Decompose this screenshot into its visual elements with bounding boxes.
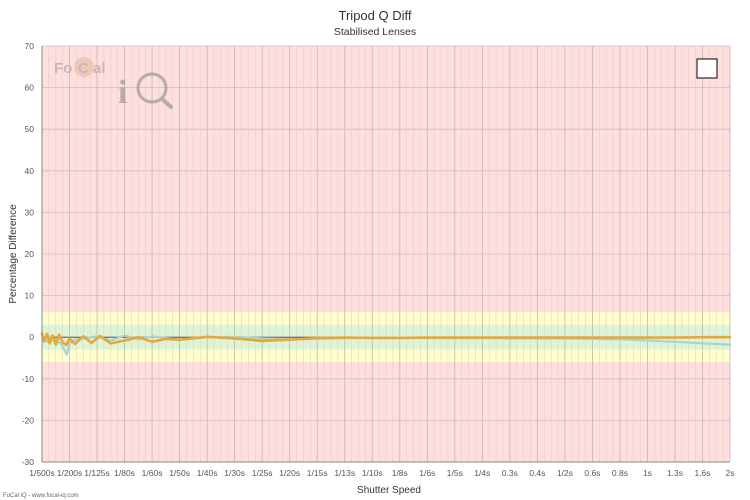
logo-wordmark: Fo [54, 60, 72, 77]
x-tick-label: 1/13s [334, 468, 355, 478]
y-tick-label: -30 [22, 457, 35, 467]
x-tick-label: 1s [643, 468, 652, 478]
x-tick-label: 1/2s [557, 468, 573, 478]
x-tick-label: 1/5s [447, 468, 463, 478]
logo-wordmark-al: al [93, 60, 106, 77]
logo-i: i [118, 74, 127, 111]
y-tick-label: 20 [25, 249, 35, 259]
x-tick-label: 0.3s [502, 468, 518, 478]
x-axis-label: Shutter Speed [357, 485, 421, 496]
x-tick-label: 1/50s [169, 468, 190, 478]
x-tick-label: 1/125s [84, 468, 110, 478]
logo-wordmark-c: C [78, 60, 89, 77]
magnifier-icon [136, 72, 168, 104]
x-tick-label: 1/40s [197, 468, 218, 478]
x-tick-label: 1/60s [142, 468, 163, 478]
y-tick-labels: -30 -20 -10 0 10 20 30 40 50 60 70 [22, 41, 35, 467]
x-tick-label: 0.6s [584, 468, 600, 478]
y-tick-label: 30 [25, 207, 35, 217]
legend-box[interactable] [696, 58, 718, 79]
axes [41, 46, 730, 463]
y-tick-label: 40 [25, 166, 35, 176]
x-tick-label: 1/25s [252, 468, 273, 478]
chart-subtitle: Stabilised Lenses [334, 26, 416, 38]
x-tick-label: 1/80s [114, 468, 135, 478]
x-tick-labels: 1/500s 1/200s 1/125s 1/80s 1/60s 1/50s 1/40s 1/… [29, 468, 734, 478]
series-lines [40, 332, 732, 356]
x-tick-label: 1.3s [667, 468, 683, 478]
x-tick-label: 1/4s [474, 468, 490, 478]
y-tick-label: 0 [29, 332, 34, 342]
y-tick-label: 50 [25, 124, 35, 134]
y-tick-label: 10 [25, 291, 35, 301]
gridlines [41, 45, 731, 463]
x-tick-label: 1/8s [392, 468, 408, 478]
x-tick-label: 1/6s [419, 468, 435, 478]
x-tick-label: 0.8s [612, 468, 628, 478]
x-tick-label: 1/15s [307, 468, 328, 478]
x-tick-label: 1/500s [29, 468, 55, 478]
y-tick-label: -20 [22, 415, 35, 425]
y-axis-label: Percentage Difference [8, 204, 19, 304]
y-tick-label: 70 [25, 41, 35, 51]
focal-iq-logo: Fo C al i [54, 57, 173, 111]
x-tick-label: 0.4s [529, 468, 545, 478]
y-tick-label: -10 [22, 374, 35, 384]
x-tick-label: 1/20s [279, 468, 300, 478]
series-line-2 [40, 332, 732, 347]
y-tick-label: 60 [25, 83, 35, 93]
footer-text: FoCal iQ - www.focal-iq.com [3, 493, 79, 499]
x-tick-label: 1/10s [362, 468, 383, 478]
x-tick-label: 2s [726, 468, 735, 478]
x-tick-label: 1/200s [57, 468, 83, 478]
chart-title: Tripod Q Diff [339, 8, 412, 23]
magnifier-handle-icon [160, 97, 173, 109]
x-tick-label: 1.6s [694, 468, 710, 478]
x-tick-label: 1/30s [224, 468, 245, 478]
logo-circle [74, 57, 94, 77]
